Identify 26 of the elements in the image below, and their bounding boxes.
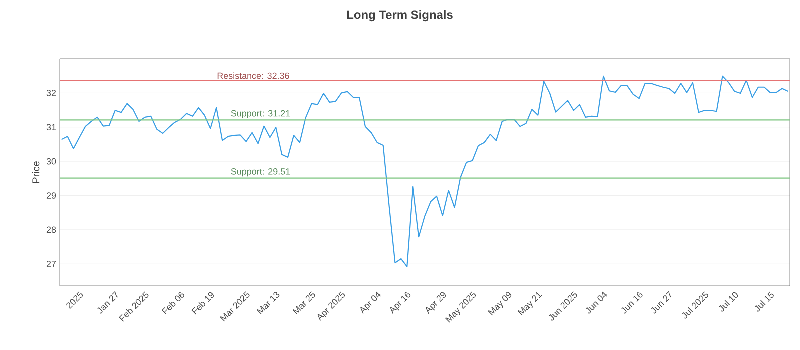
x-tick-label: Apr 29 bbox=[426, 292, 446, 314]
y-axis-title: Price bbox=[32, 162, 40, 184]
x-tick-label: Jan 27 bbox=[98, 291, 118, 314]
x-tick-label: Mar 25 bbox=[292, 292, 316, 315]
x-tick-label: Feb 06 bbox=[162, 292, 184, 315]
chart-title: Long Term Signals bbox=[347, 10, 453, 22]
x-tick-label: Jun 04 bbox=[586, 292, 608, 314]
ref-line-label: Support: 29.51 bbox=[231, 168, 290, 177]
y-tick-label: 30 bbox=[46, 158, 56, 165]
ref-line-label: Support: 31.21 bbox=[231, 110, 290, 118]
y-tick-label: 31 bbox=[46, 124, 56, 131]
y-tick-label: 32 bbox=[46, 90, 56, 96]
y-tick-label: 27 bbox=[46, 260, 56, 268]
x-tick-label: May 21 bbox=[518, 292, 542, 316]
y-tick-label: 28 bbox=[46, 226, 56, 234]
x-tick-label: Jul 10 bbox=[719, 292, 738, 312]
y-tick-label: 29 bbox=[46, 192, 56, 199]
x-tick-label: Apr 04 bbox=[360, 292, 381, 314]
x-tick-label: Jun 16 bbox=[622, 292, 643, 314]
x-tick-label: Jul 15 bbox=[754, 292, 774, 312]
x-tick-label: May 09 bbox=[488, 292, 512, 316]
x-tick-label: Apr 16 bbox=[390, 292, 411, 314]
ref-line-label: Resistance: 32.36 bbox=[218, 72, 290, 80]
x-tick-label: Mar 13 bbox=[256, 292, 280, 315]
x-tick-label: Feb 19 bbox=[192, 292, 214, 315]
x-tick-label: Jun 27 bbox=[651, 291, 672, 314]
